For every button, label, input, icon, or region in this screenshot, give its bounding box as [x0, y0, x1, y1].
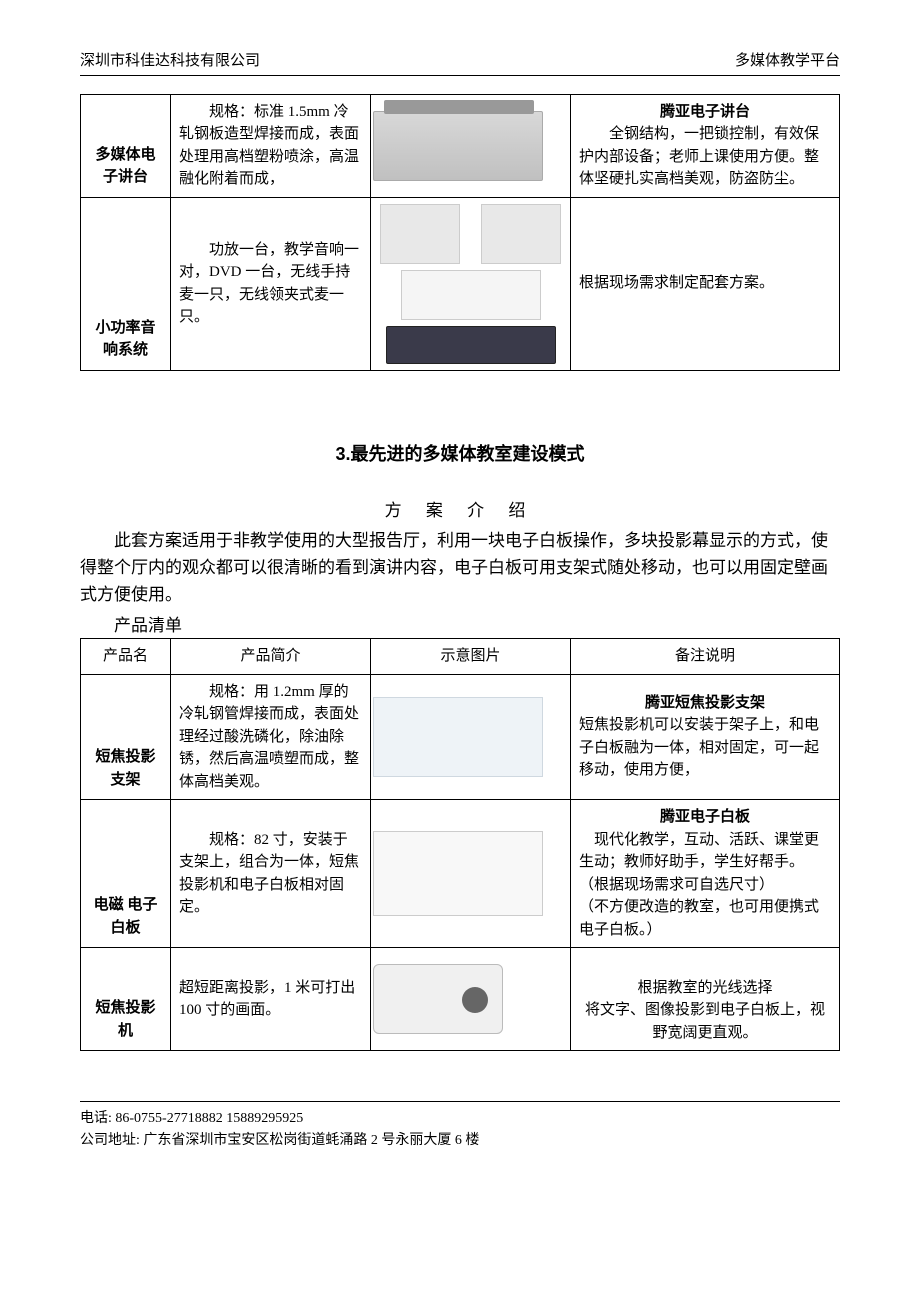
product-intro-cell: 规格：用 1.2mm 厚的冷轧钢管焊接而成，表面处理经过酸洗磷化，除油除锈，然后…	[171, 674, 371, 800]
col-header: 示意图片	[371, 639, 571, 675]
table-row: 电磁 电子白板 规格：82 寸，安装于支架上，组合为一体，短焦投影机和电子白板相…	[81, 800, 840, 948]
amplifier-image	[386, 326, 556, 364]
table-row: 小功率音响系统 功放一台，教学音响一对，DVD 一台，无线手持麦一只，无线领夹式…	[81, 197, 840, 370]
product-intro: 规格：标准 1.5mm 冷轧钢板造型焊接而成，表面处理用高档塑粉喷涂，高温融化附…	[179, 101, 362, 191]
product-note-cell: 腾亚短焦投影支架 短焦投影机可以安装于架子上，和电子白板融为一体，相对固定，可一…	[571, 674, 840, 800]
product-note-cell: 根据现场需求制定配套方案。	[571, 197, 840, 370]
header-platform: 多媒体教学平台	[735, 50, 840, 73]
page-header: 深圳市科佳达科技有限公司 多媒体教学平台	[80, 50, 840, 76]
product-name-cell: 小功率音响系统	[81, 197, 171, 370]
section-subtitle: 方 案 介 绍	[80, 498, 840, 524]
product-note-cell: 根据教室的光线选择 将文字、图像投影到电子白板上，视野宽阔更直观。	[571, 948, 840, 1051]
product-name: 短焦投影支架	[95, 749, 155, 788]
address-label: 公司地址:	[80, 1133, 140, 1148]
header-company: 深圳市科佳达科技有限公司	[80, 50, 260, 73]
note-body: 现代化教学，互动、活跃、课堂更生动；教师好助手，学生好帮手。 （根据现场需求可自…	[579, 829, 831, 942]
product-image-cell	[371, 197, 571, 370]
product-note-cell: 腾亚电子白板 现代化教学，互动、活跃、课堂更生动；教师好助手，学生好帮手。 （根…	[571, 800, 840, 948]
section-paragraph: 此套方案适用于非教学使用的大型报告厅，利用一块电子白板操作，多块投影幕显示的方式…	[80, 527, 840, 609]
note-body: 根据现场需求制定配套方案。	[579, 275, 774, 291]
product-name: 小功率音响系统	[95, 320, 155, 359]
phone-label: 电话:	[80, 1111, 112, 1126]
product-intro: 功放一台，教学音响一对，DVD 一台，无线手持麦一只，无线领夹式麦一只。	[179, 239, 362, 329]
address-value: 广东省深圳市宝安区松岗街道蚝涌路 2 号永丽大厦 6 楼	[143, 1133, 479, 1148]
product-list-label: 产品清单	[80, 613, 840, 639]
note-body: 根据教室的光线选择 将文字、图像投影到电子白板上，视野宽阔更直观。	[585, 980, 825, 1041]
product-name: 多媒体电子讲台	[95, 147, 155, 186]
table-row: 多媒体电子讲台 规格：标准 1.5mm 冷轧钢板造型焊接而成，表面处理用高档塑粉…	[81, 94, 840, 197]
product-image-cell	[371, 800, 571, 948]
note-body: 短焦投影机可以安装于架子上，和电子白板融为一体，相对固定，可一起移动，使用方便，	[579, 714, 831, 782]
product-intro-cell: 超短距离投影，1 米可打出 100 寸的画面。	[171, 948, 371, 1051]
product-name-cell: 短焦投影机	[81, 948, 171, 1051]
note-body: 全钢结构，一把锁控制，有效保护内部设备；老师上课使用方便。整体坚硬扎实高档美观，…	[579, 123, 831, 191]
projector-image	[373, 964, 503, 1034]
product-name: 电磁 电子白板	[94, 897, 158, 936]
product-table-2: 产品名 产品简介 示意图片 备注说明 短焦投影支架 规格：用 1.2mm 厚的冷…	[80, 638, 840, 1051]
speakers-image	[401, 270, 541, 320]
product-intro-cell: 规格：标准 1.5mm 冷轧钢板造型焊接而成，表面处理用高档塑粉喷涂，高温融化附…	[171, 94, 371, 197]
table-row: 短焦投影机 超短距离投影，1 米可打出 100 寸的画面。 根据教室的光线选择 …	[81, 948, 840, 1051]
whiteboard-image	[373, 831, 543, 916]
footer-address-line: 公司地址: 广东省深圳市宝安区松岗街道蚝涌路 2 号永丽大厦 6 楼	[80, 1130, 840, 1152]
audio-system-image	[373, 204, 568, 364]
product-intro-cell: 功放一台，教学音响一对，DVD 一台，无线手持麦一只，无线领夹式麦一只。	[171, 197, 371, 370]
note-title: 腾亚短焦投影支架	[579, 692, 831, 715]
product-intro: 超短距离投影，1 米可打出 100 寸的画面。	[179, 977, 362, 1022]
col-header: 产品名	[81, 639, 171, 675]
table-row: 短焦投影支架 规格：用 1.2mm 厚的冷轧钢管焊接而成，表面处理经过酸洗磷化，…	[81, 674, 840, 800]
product-intro: 规格：用 1.2mm 厚的冷轧钢管焊接而成，表面处理经过酸洗磷化，除油除锈，然后…	[179, 681, 362, 794]
product-image-cell	[371, 94, 571, 197]
product-image-cell	[371, 948, 571, 1051]
product-table-1: 多媒体电子讲台 规格：标准 1.5mm 冷轧钢板造型焊接而成，表面处理用高档塑粉…	[80, 94, 840, 371]
product-intro-cell: 规格：82 寸，安装于支架上，组合为一体，短焦投影机和电子白板相对固定。	[171, 800, 371, 948]
product-name-cell: 电磁 电子白板	[81, 800, 171, 948]
section-title: 3.最先进的多媒体教室建设模式	[80, 441, 840, 468]
table-header-row: 产品名 产品简介 示意图片 备注说明	[81, 639, 840, 675]
col-header: 备注说明	[571, 639, 840, 675]
projector-bracket-image	[373, 697, 543, 777]
product-note-cell: 腾亚电子讲台 全钢结构，一把锁控制，有效保护内部设备；老师上课使用方便。整体坚硬…	[571, 94, 840, 197]
page-footer: 电话: 86-0755-27718882 15889295925 公司地址: 广…	[80, 1101, 840, 1153]
note-title: 腾亚电子讲台	[579, 101, 831, 124]
handheld-mic-image	[481, 204, 561, 264]
product-name-cell: 短焦投影支架	[81, 674, 171, 800]
phone-value: 86-0755-27718882 15889295925	[115, 1111, 303, 1126]
footer-phone-line: 电话: 86-0755-27718882 15889295925	[80, 1108, 840, 1130]
product-name: 短焦投影机	[95, 1000, 155, 1039]
mic-image	[380, 204, 460, 264]
podium-image	[373, 111, 543, 181]
col-header: 产品简介	[171, 639, 371, 675]
product-intro: 规格：82 寸，安装于支架上，组合为一体，短焦投影机和电子白板相对固定。	[179, 829, 362, 919]
note-title: 腾亚电子白板	[579, 806, 831, 829]
product-name-cell: 多媒体电子讲台	[81, 94, 171, 197]
product-image-cell	[371, 674, 571, 800]
